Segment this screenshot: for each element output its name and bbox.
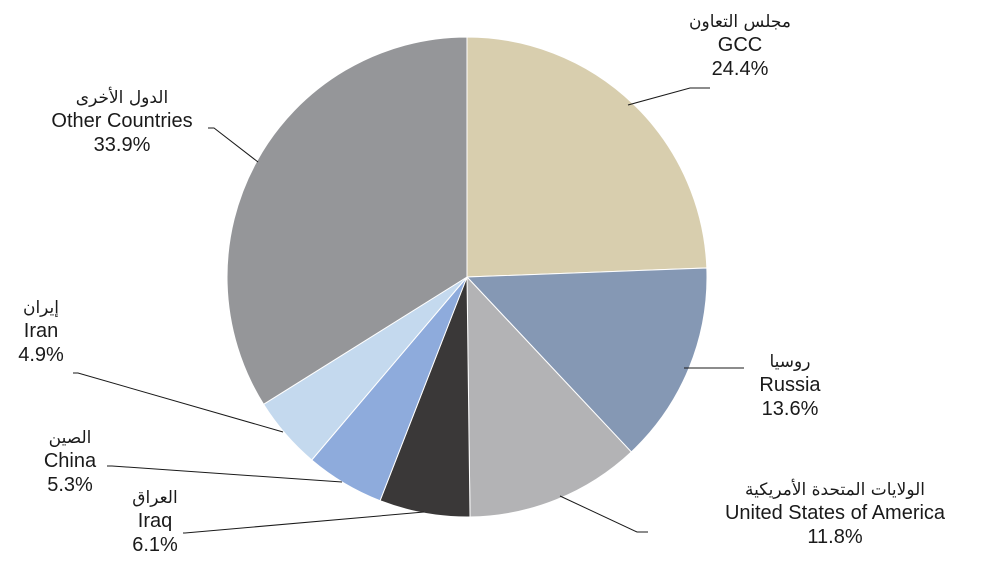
label-russia-ar: روسيا — [769, 352, 811, 372]
label-usa-en: United States of America — [724, 501, 946, 524]
label-russia: روسيا Russia 13.6% — [720, 352, 860, 422]
label-other-countries-en: Other Countries — [51, 109, 193, 132]
label-iraq-value: 6.1% — [132, 534, 178, 557]
label-iran: إيران Iran 4.9% — [0, 298, 82, 368]
label-gcc-en: GCC — [717, 33, 763, 56]
label-other-countries-value: 33.9% — [93, 134, 151, 157]
label-iran-value: 4.9% — [18, 344, 64, 367]
leader-line-iran — [73, 372, 284, 433]
leader-line-other-countries — [208, 127, 259, 163]
label-usa-ar: الولايات المتحدة الأمريكية — [744, 480, 926, 500]
pie-slice-gcc — [466, 36, 708, 278]
label-other-countries: الدول الأخرى Other Countries 33.9% — [22, 88, 222, 158]
label-russia-en: Russia — [759, 373, 821, 396]
label-iran-en: Iran — [23, 319, 59, 342]
label-iraq: العراق Iraq 6.1% — [105, 488, 205, 558]
label-usa-value: 11.8% — [807, 526, 863, 549]
label-gcc: مجلس التعاون GCC 24.4% — [655, 12, 825, 82]
leader-line-china — [107, 465, 343, 483]
label-gcc-ar: مجلس التعاون — [689, 12, 791, 32]
leader-line-gcc — [627, 87, 710, 106]
label-china-en: China — [43, 449, 97, 472]
label-china-value: 5.3% — [47, 474, 93, 497]
label-china: الصين China 5.3% — [20, 428, 120, 498]
label-china-ar: الصين — [48, 428, 92, 448]
label-gcc-value: 24.4% — [711, 58, 769, 81]
label-usa: الولايات المتحدة الأمريكية United States… — [690, 480, 980, 550]
leader-line-iraq — [183, 511, 425, 534]
leader-line-usa — [559, 495, 648, 533]
pie-slice-usa — [466, 275, 632, 518]
label-russia-value: 13.6% — [761, 398, 819, 421]
label-iraq-ar: العراق — [132, 488, 178, 508]
label-iraq-en: Iraq — [137, 509, 173, 532]
label-other-countries-ar: الدول الأخرى — [75, 88, 169, 108]
label-iran-ar: إيران — [22, 298, 60, 318]
